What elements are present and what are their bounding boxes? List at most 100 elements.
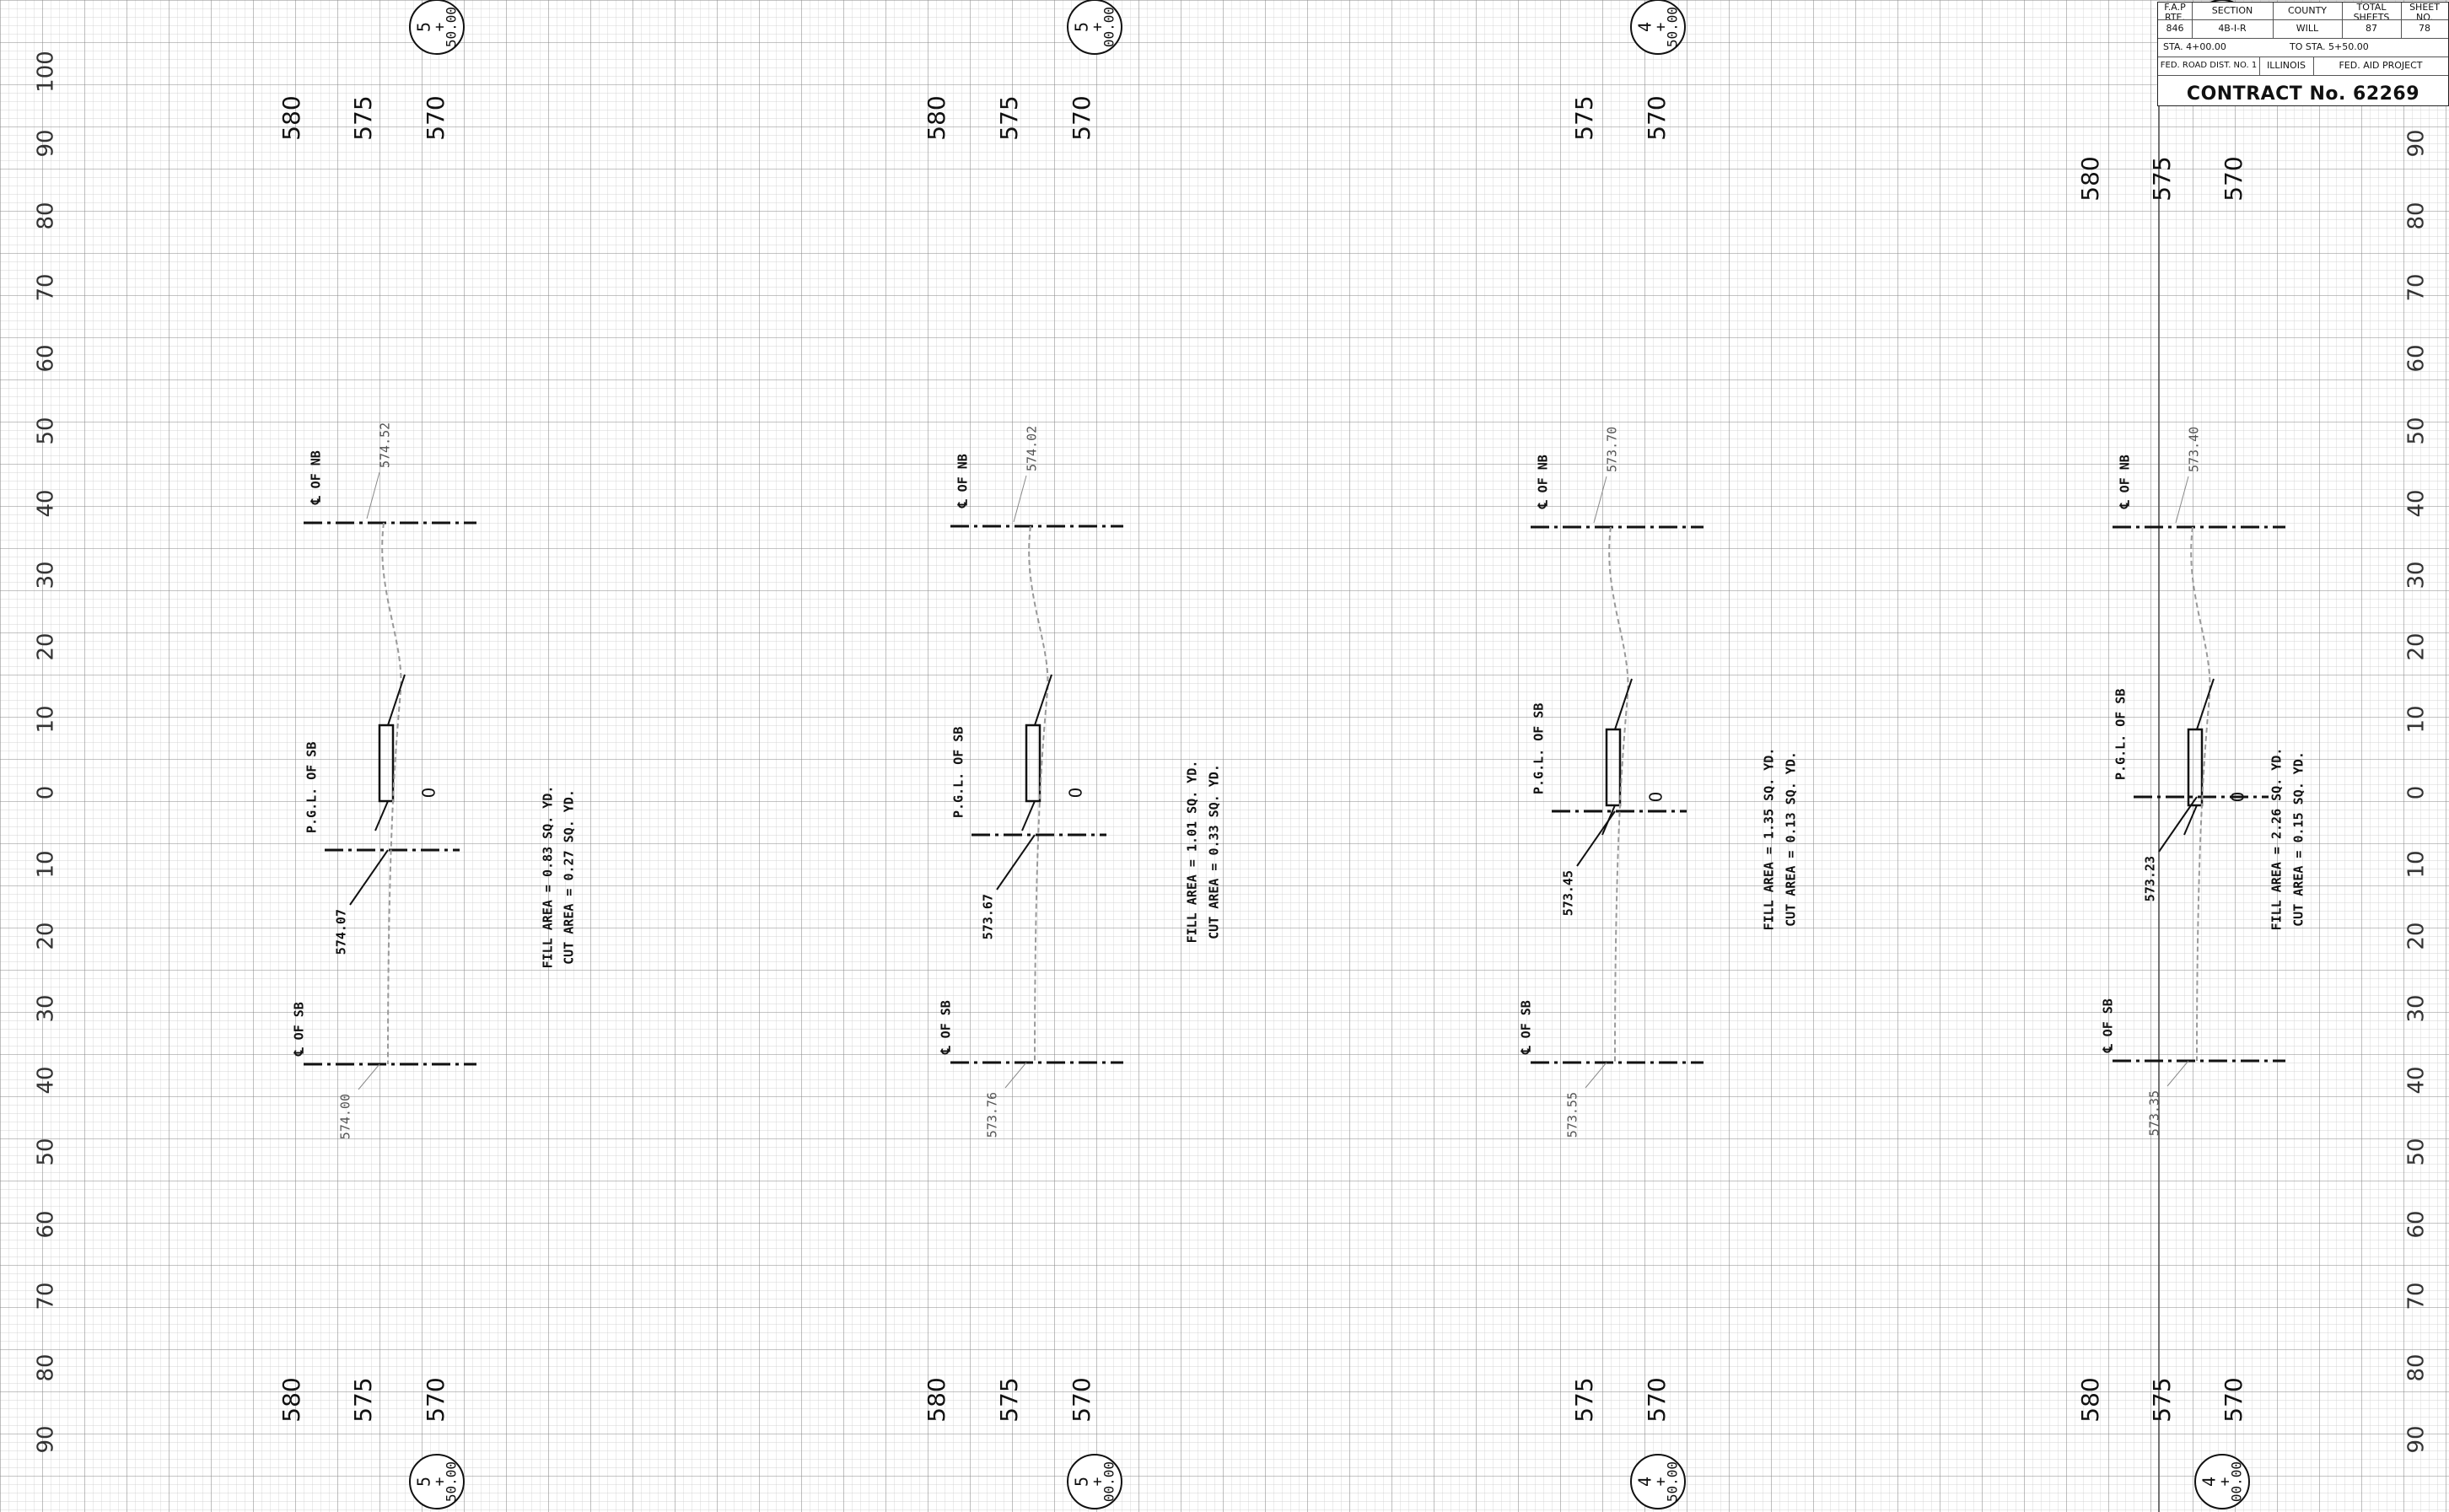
station-plus: + — [1089, 1477, 1106, 1486]
elevation-label-top: 575 — [2148, 156, 2176, 201]
elevation-label-bottom: 580 — [277, 1377, 305, 1422]
nb-elevation-label: 574.52 — [378, 422, 393, 468]
offset-scale-right-label: 40 — [2404, 1066, 2430, 1094]
cross-section: 580 575 570 580 575 570 4+00.004+00.00 ℄ OF NB 5… — [2076, 0, 2306, 1509]
slope-lines — [1021, 674, 1052, 831]
station-marker-bottom: 4+00.00 — [2194, 1454, 2250, 1509]
proposed-section-box — [378, 724, 395, 803]
offset-scale-right-label: 30 — [2404, 994, 2430, 1022]
sb-leader — [1585, 1062, 1607, 1089]
pgl-elevation-label: 573.67 — [981, 894, 996, 939]
station-number: 4 — [1635, 1477, 1655, 1487]
offset-scale-left-label: 0 — [34, 786, 59, 800]
station-offset: 50.00 — [1665, 7, 1681, 47]
val-sheet-no: 78 — [2419, 23, 2430, 34]
zero-offset-label: 0 — [1646, 792, 1666, 803]
state-label: ILLINOIS — [2259, 56, 2314, 75]
station-offset: 00.00 — [1101, 7, 1117, 47]
offset-scale-right-label: 30 — [2404, 561, 2430, 589]
elevation-label-bottom: 580 — [2076, 1377, 2104, 1422]
offset-scale-right-label: 20 — [2404, 632, 2430, 660]
offset-scales: 1009080706050403020100102030405060708090… — [34, 51, 2430, 1512]
hdr-section: SECTION — [2192, 3, 2274, 19]
nb-elevation-label: 574.02 — [1025, 426, 1040, 471]
offset-scale-left-label: 10 — [34, 705, 59, 733]
proposed-section-box — [1605, 728, 1622, 807]
nb-elevation-label: 573.70 — [1605, 427, 1620, 472]
station-circle — [1067, 1454, 1122, 1509]
station-marker-bottom: 5+00.00 — [1067, 1454, 1122, 1509]
offset-scale-left-label: 90 — [34, 1425, 59, 1453]
pgl-elevation-label: 573.23 — [2143, 856, 2158, 901]
pgl-elevation-label: 573.45 — [1561, 870, 1576, 916]
existing-ground-line — [2190, 526, 2211, 1062]
offset-scale-left-label: 30 — [34, 561, 59, 589]
val-section: 4B-I-R — [2192, 19, 2274, 38]
offset-scale-right-label: 0 — [2404, 786, 2430, 800]
val-fap-rte: 846 — [2158, 19, 2193, 38]
pgl-label: P.G.L. OF SB — [2113, 689, 2129, 780]
offset-scale-left-label: 80 — [34, 1353, 59, 1381]
nb-leader — [2175, 476, 2189, 524]
cut-area-note: CUT AREA = 0.15 SQ. YD. — [2291, 751, 2306, 927]
nb-leader — [1013, 475, 1027, 523]
offset-scale-left-label: 30 — [34, 994, 59, 1022]
fill-area-note: FILL AREA = 1.35 SQ. YD. — [1762, 748, 1777, 931]
pgl-label: P.G.L. OF SB — [1531, 703, 1547, 794]
station-circle — [1630, 0, 1686, 55]
offset-scale-left-label: 100 — [34, 51, 59, 93]
sb-elevation-label: 573.76 — [985, 1092, 1000, 1138]
existing-ground-line — [1608, 526, 1629, 1063]
station-circle — [2194, 1454, 2250, 1509]
sb-leader — [2166, 1060, 2189, 1087]
station-number: 5 — [1072, 22, 1092, 32]
offset-scale-right-label: 90 — [2404, 129, 2430, 157]
offset-scale-left-label: 70 — [34, 273, 59, 301]
station-marker-top: 5+50.00 — [409, 0, 465, 55]
sta-from: STA. 4+00.00 — [2163, 41, 2226, 52]
station-offset: 50.00 — [444, 1461, 460, 1502]
proposed-section-box — [2187, 728, 2204, 807]
nb-leader — [1593, 476, 1607, 524]
cut-area-note: CUT AREA = 0.13 SQ. YD. — [1784, 751, 1799, 927]
elevation-label-top: 570 — [422, 95, 449, 140]
sb-elevation-label: 573.55 — [1565, 1092, 1580, 1138]
elevation-label-top: 570 — [2220, 156, 2247, 201]
val-county: WILL — [2273, 19, 2343, 38]
offset-scale-left-label: 60 — [34, 1210, 59, 1238]
hdr-county: COUNTY — [2273, 3, 2343, 19]
slope-lines — [374, 674, 406, 831]
station-offset: 50.00 — [1665, 1461, 1681, 1502]
station-circle — [1630, 1454, 1686, 1509]
existing-ground-line — [381, 522, 402, 1065]
nb-leader — [366, 471, 380, 519]
elevation-label-top: 575 — [1570, 95, 1598, 140]
station-circle — [409, 1454, 465, 1509]
pgl-label: P.G.L. OF SB — [304, 742, 320, 833]
station-plus: + — [431, 22, 449, 31]
elevation-label-bottom: 575 — [2148, 1377, 2176, 1422]
offset-scale-left-label: 50 — [34, 417, 59, 444]
offset-scale-left-label: 20 — [34, 632, 59, 660]
station-number: 5 — [414, 1477, 434, 1487]
elevation-label-bottom: 570 — [1643, 1377, 1671, 1422]
station-plus: + — [431, 1477, 449, 1486]
station-plus: + — [1652, 22, 1670, 31]
station-marker-bottom: 4+50.00 — [1630, 1454, 1686, 1509]
station-plus: + — [1089, 22, 1106, 31]
centerline-nb-label: ℄ OF NB — [955, 454, 971, 508]
offset-scale-right-label: 70 — [2404, 1282, 2430, 1310]
pgl-leader — [349, 849, 389, 906]
elevation-label-top: 580 — [923, 95, 950, 140]
elevation-label-bottom: 575 — [349, 1377, 377, 1422]
elevation-label-bottom: 570 — [422, 1377, 449, 1422]
elevation-label-bottom: 570 — [2220, 1377, 2247, 1422]
offset-scale-right-label: 10 — [2404, 850, 2430, 878]
elevation-label-top: 580 — [277, 95, 305, 140]
cut-area-note: CUT AREA = 0.33 SQ. YD. — [1207, 764, 1222, 939]
hdr-total-sheets: TOTAL SHEETS — [2342, 3, 2402, 19]
